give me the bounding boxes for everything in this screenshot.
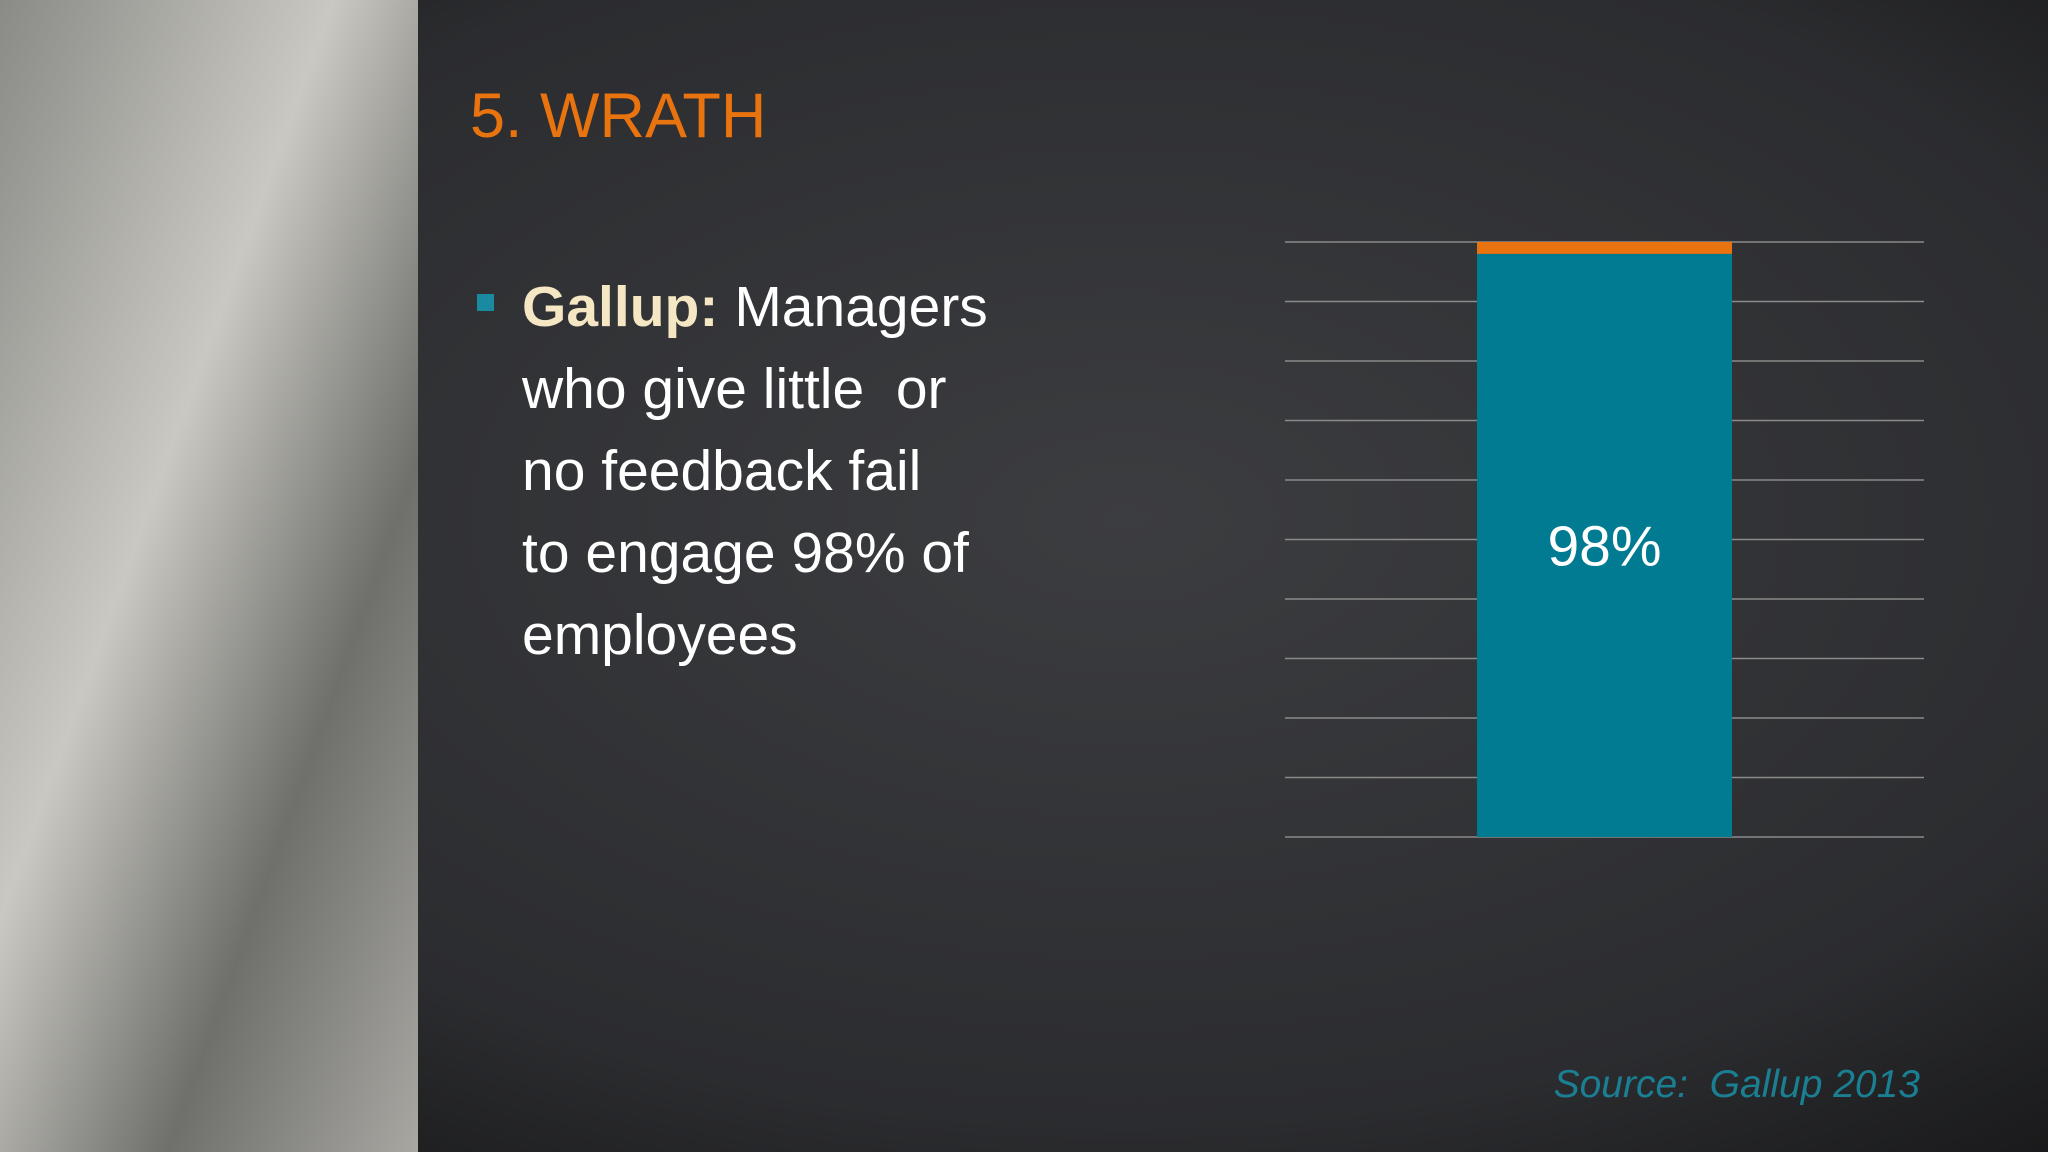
engraving-image <box>0 0 418 1152</box>
bar-segment <box>1477 253 1732 837</box>
bar-segment <box>1477 242 1732 254</box>
bullet-label: Gallup: <box>522 275 718 339</box>
data-label: 98% <box>1547 514 1661 578</box>
source-note: Source: Gallup 2013 <box>1554 1063 1921 1106</box>
bullet-text: to engage 98% of <box>522 521 969 585</box>
chart: 98% <box>1285 241 1924 838</box>
bullet-marker <box>477 294 494 311</box>
bullet-text: who give little or <box>521 357 947 421</box>
bullet-text: Managers <box>734 275 987 339</box>
bullet-text: employees <box>522 603 798 667</box>
slide-title: 5. WRATH <box>470 81 766 151</box>
bullet-line: Gallup: Managers <box>522 275 988 339</box>
bullet-text: no feedback fail <box>522 439 921 503</box>
